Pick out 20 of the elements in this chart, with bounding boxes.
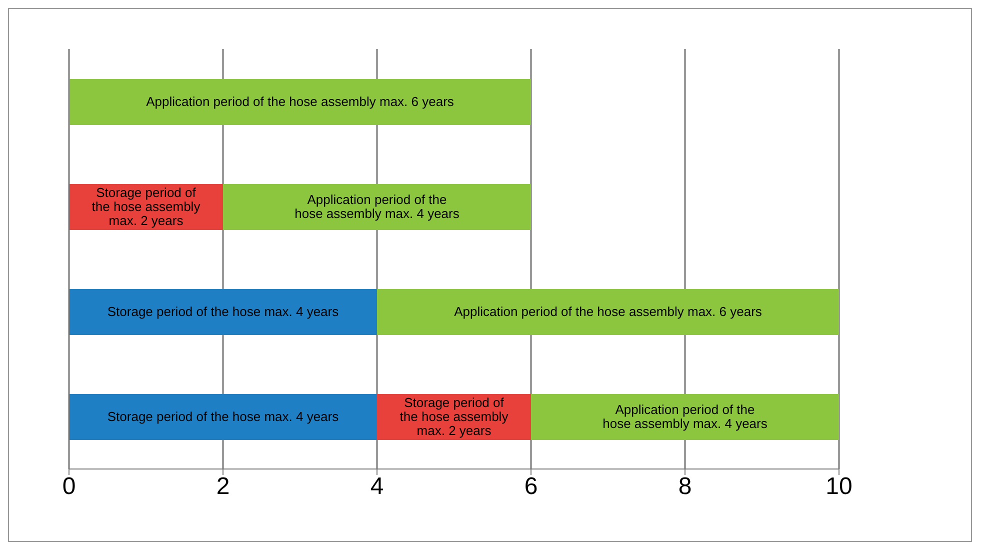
bar (69, 289, 377, 335)
x-tick-label: 10 (826, 473, 852, 500)
x-tick-label: 4 (370, 473, 384, 500)
data-label: Application period of the hose assembly max. 6 years (146, 94, 454, 109)
data-label: Application period of the hose assembly max. 6 years (454, 304, 762, 319)
x-tick-label: 0 (62, 473, 76, 500)
bar (69, 394, 377, 440)
data-label: Storage period of the hose max. 4 years (107, 409, 340, 424)
data-label: Application period of the hose assembly max. 4 years (602, 402, 768, 431)
x-tick-label: 2 (216, 473, 230, 500)
bar (223, 184, 531, 230)
bar (377, 289, 839, 335)
x-tick-label: 6 (524, 473, 538, 500)
x-tick-label: 8 (678, 473, 692, 500)
bar (531, 394, 839, 440)
data-label: Storage period of the hose assembly max. 2 years (400, 395, 509, 438)
data-label: Storage period of the hose assembly max. 2 years (92, 185, 201, 228)
data-label: Storage period of the hose max. 4 years (107, 304, 340, 319)
data-label: Application period of the hose assembly max. 4 years (294, 192, 460, 221)
bar (69, 79, 531, 125)
